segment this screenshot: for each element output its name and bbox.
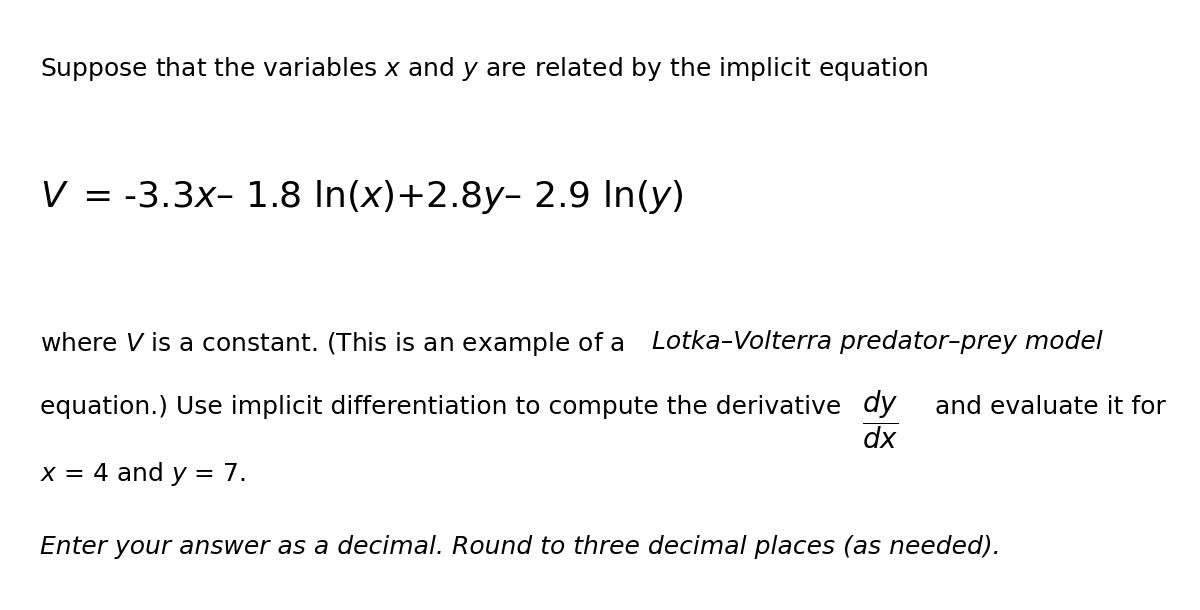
Text: $\dfrac{dy}{dx}$: $\dfrac{dy}{dx}$	[862, 388, 899, 451]
Text: and evaluate it for: and evaluate it for	[935, 395, 1166, 419]
Text: Suppose that the variables $x$ and $y$ are related by the implicit equation: Suppose that the variables $x$ and $y$ a…	[40, 55, 929, 83]
Text: equation.) Use implicit differentiation to compute the derivative: equation.) Use implicit differentiation …	[40, 395, 841, 419]
Text: where $V$ is a constant. (This is an example of a: where $V$ is a constant. (This is an exa…	[40, 330, 628, 358]
Text: Enter your answer as a decimal. Round to three decimal places (as needed).: Enter your answer as a decimal. Round to…	[40, 535, 1001, 559]
Text: $x$ = 4 and $y$ = 7.: $x$ = 4 and $y$ = 7.	[40, 460, 246, 488]
Text: $V\,$ = -3.3$x$– 1.8 $\mathsf{ln}$$(x)$+2.8$y$– 2.9 $\mathsf{ln}$$(y)$: $V\,$ = -3.3$x$– 1.8 $\mathsf{ln}$$(x)$+…	[40, 178, 684, 216]
Text: Lotka–Volterra predator–prey model: Lotka–Volterra predator–prey model	[652, 330, 1103, 354]
